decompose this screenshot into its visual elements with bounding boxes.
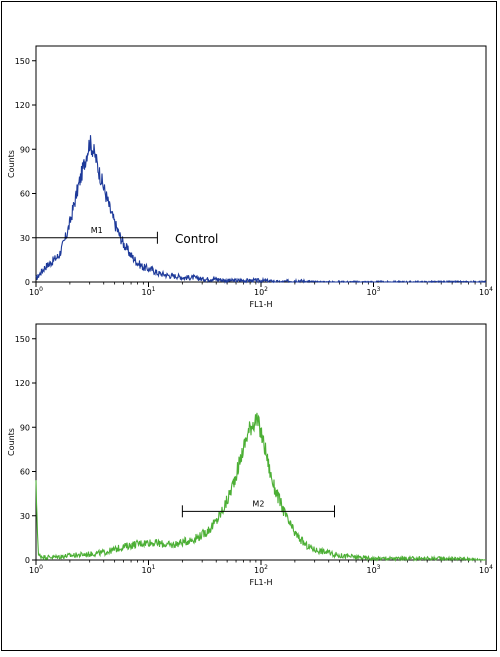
x-tick-base: 10 bbox=[141, 566, 151, 575]
x-tick-label: 104 bbox=[479, 564, 493, 575]
x-tick-exponent: 4 bbox=[489, 286, 493, 293]
x-tick-exponent: 1 bbox=[152, 564, 156, 571]
histogram-line bbox=[35, 135, 486, 284]
x-tick-exponent: 2 bbox=[264, 286, 268, 293]
y-tick-label: 90 bbox=[20, 423, 30, 432]
y-tick-label: 60 bbox=[20, 468, 30, 477]
y-tick-label: 30 bbox=[20, 512, 30, 521]
x-tick-exponent: 3 bbox=[377, 564, 381, 571]
x-tick-base: 10 bbox=[366, 566, 376, 575]
y-axis-label: Counts bbox=[7, 428, 16, 456]
x-tick-label: 102 bbox=[254, 286, 268, 297]
x-tick-exponent: 2 bbox=[264, 564, 268, 571]
y-tick-label: 150 bbox=[15, 335, 30, 344]
x-tick-base: 10 bbox=[141, 288, 151, 297]
histogram-line bbox=[35, 412, 486, 563]
x-tick-label: 100 bbox=[29, 286, 43, 297]
x-tick-base: 10 bbox=[479, 288, 489, 297]
y-tick-label: 0 bbox=[25, 278, 30, 287]
x-tick-label: 104 bbox=[479, 286, 493, 297]
x-tick-label: 100 bbox=[29, 564, 43, 575]
x-tick-exponent: 0 bbox=[39, 564, 43, 571]
x-tick-exponent: 4 bbox=[489, 564, 493, 571]
x-tick-label: 102 bbox=[254, 564, 268, 575]
x-tick-label: 101 bbox=[141, 564, 155, 575]
x-axis-label: FL1-H bbox=[249, 300, 272, 309]
x-tick-label: 103 bbox=[366, 564, 380, 575]
x-axis-label: FL1-H bbox=[249, 578, 272, 587]
y-axis-label: Counts bbox=[7, 150, 16, 178]
y-tick-label: 120 bbox=[15, 101, 30, 110]
y-tick-label: 60 bbox=[20, 190, 30, 199]
marker-label: M2 bbox=[252, 499, 264, 508]
x-tick-base: 10 bbox=[479, 566, 489, 575]
x-tick-base: 10 bbox=[29, 288, 39, 297]
x-tick-exponent: 0 bbox=[39, 286, 43, 293]
plot-area bbox=[35, 323, 487, 561]
y-tick-label: 120 bbox=[15, 379, 30, 388]
y-tick-label: 30 bbox=[20, 234, 30, 243]
x-tick-base: 10 bbox=[254, 288, 264, 297]
y-tick-label: 90 bbox=[20, 145, 30, 154]
y-tick-label: 150 bbox=[15, 57, 30, 66]
plot-area bbox=[35, 45, 487, 283]
x-tick-label: 101 bbox=[141, 286, 155, 297]
x-tick-exponent: 3 bbox=[377, 286, 381, 293]
x-tick-base: 10 bbox=[254, 566, 264, 575]
x-tick-label: 103 bbox=[366, 286, 380, 297]
y-tick-label: 0 bbox=[25, 556, 30, 565]
annotation-label: Control bbox=[175, 232, 218, 246]
marker-label: M1 bbox=[91, 226, 103, 235]
x-tick-base: 10 bbox=[366, 288, 376, 297]
x-tick-exponent: 1 bbox=[152, 286, 156, 293]
x-tick-base: 10 bbox=[29, 566, 39, 575]
